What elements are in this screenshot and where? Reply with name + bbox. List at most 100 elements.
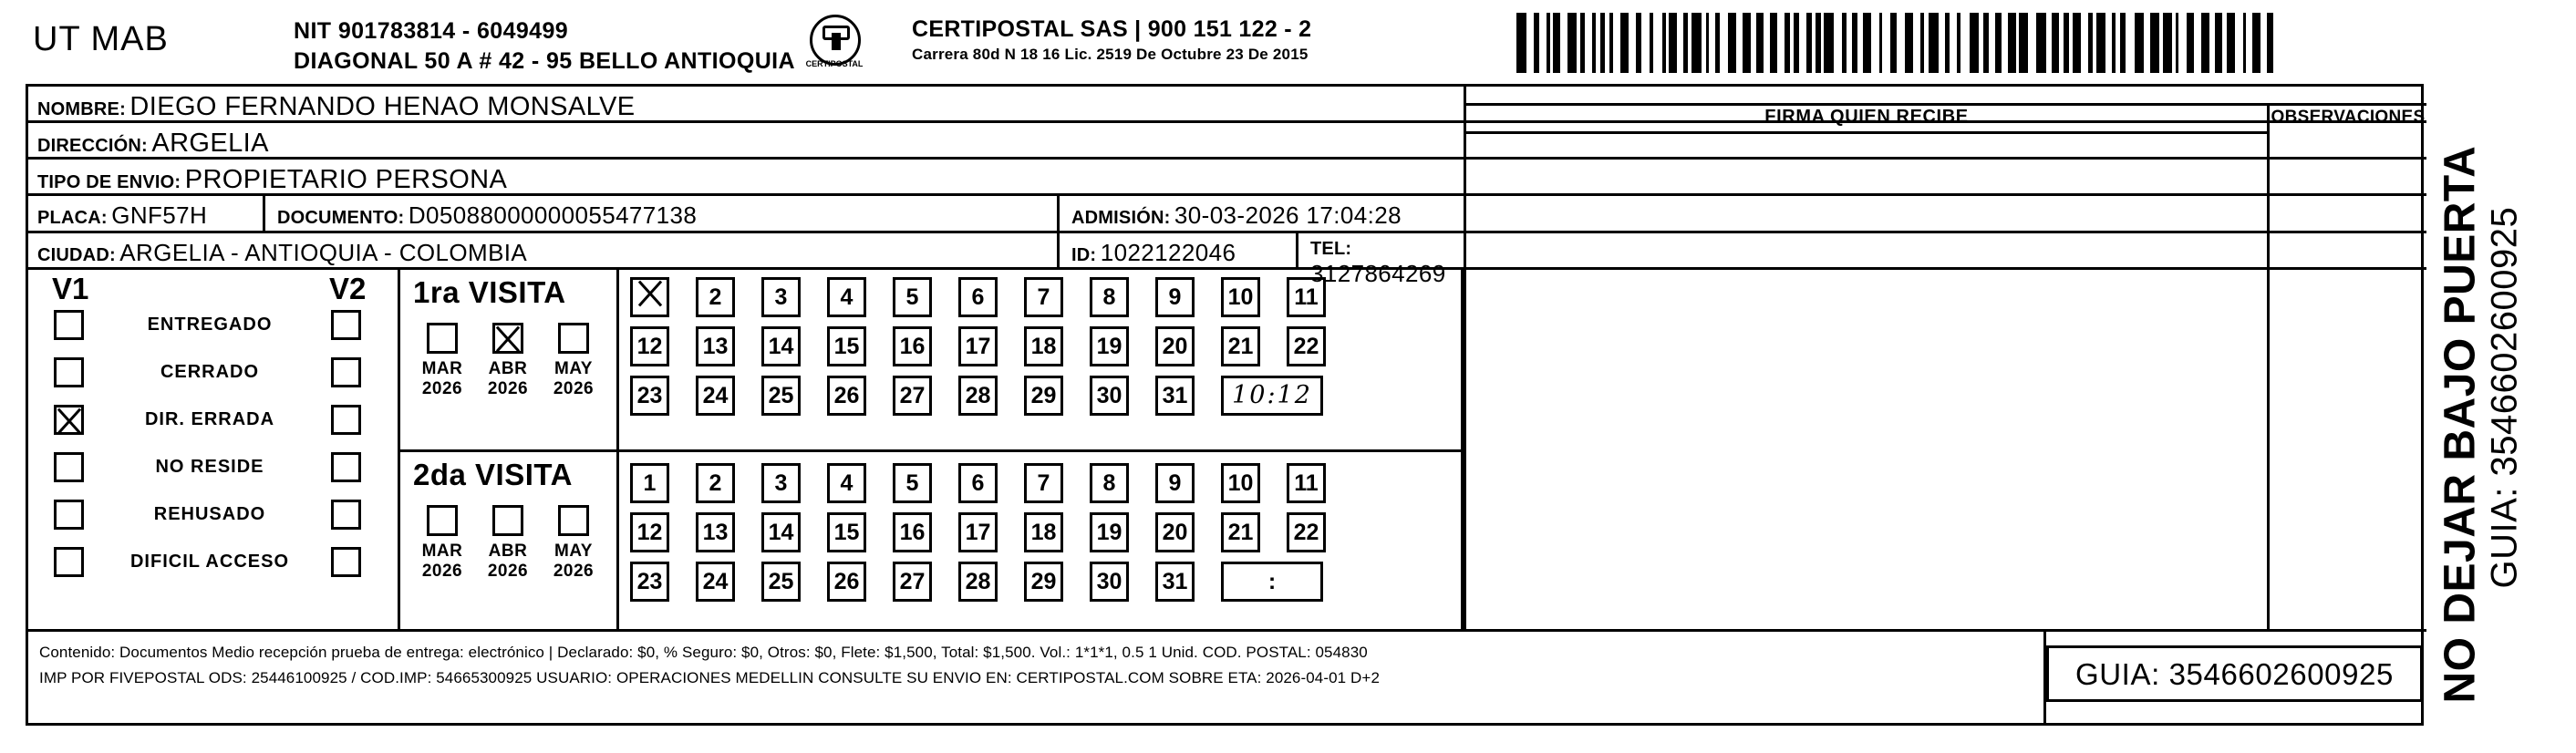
day-checkbox-21[interactable]: 21 <box>1221 326 1260 366</box>
month-checkbox-may[interactable] <box>558 323 589 354</box>
month-name: ABR <box>488 542 528 561</box>
day-checkbox-24[interactable]: 24 <box>696 562 735 602</box>
day-checkbox-11[interactable]: 11 <box>1287 277 1326 317</box>
divider <box>263 196 265 231</box>
day-checkbox-4[interactable]: 4 <box>827 463 866 503</box>
day-checkbox-16[interactable]: 16 <box>893 512 932 552</box>
day-checkbox-17[interactable]: 17 <box>958 326 998 366</box>
day-number: 7 <box>1037 284 1050 310</box>
footer-details: Contenido: Documentos Medio recepción pr… <box>28 629 2426 726</box>
day-checkbox-12[interactable]: 12 <box>630 326 669 366</box>
field-row-ciudad: CIUDAD: ARGELIA - ANTIOQUIA - COLOMBIA I… <box>28 233 2426 287</box>
day-checkbox-28[interactable]: 28 <box>958 562 998 602</box>
day-checkbox-26[interactable]: 26 <box>827 562 866 602</box>
barcode-bar <box>1863 13 1871 73</box>
field-row-nombre: NOMBRE: DIEGO FERNANDO HENAO MONSALVE <box>28 87 2426 123</box>
barcode-bar <box>1728 13 1736 73</box>
day-checkbox-9[interactable]: 9 <box>1155 463 1195 503</box>
day-checkbox-29[interactable]: 29 <box>1024 562 1063 602</box>
day-checkbox-26[interactable]: 26 <box>827 376 866 416</box>
day-checkbox-1[interactable] <box>630 277 669 317</box>
day-checkbox-9[interactable]: 9 <box>1155 277 1195 317</box>
day-checkbox-14[interactable]: 14 <box>761 512 801 552</box>
day-checkbox-22[interactable]: 22 <box>1287 326 1326 366</box>
day-checkbox-23[interactable]: 23 <box>630 562 669 602</box>
day-checkbox-31[interactable]: 31 <box>1155 562 1195 602</box>
day-checkbox-30[interactable]: 30 <box>1090 376 1129 416</box>
day-checkbox-2[interactable]: 2 <box>696 277 735 317</box>
status-checkbox-v1-cerrado[interactable] <box>54 357 84 387</box>
day-checkbox-16[interactable]: 16 <box>893 326 932 366</box>
status-checkbox-v1-dir-errada[interactable] <box>54 405 84 435</box>
day-checkbox-24[interactable]: 24 <box>696 376 735 416</box>
day-checkbox-19[interactable]: 19 <box>1090 326 1129 366</box>
barcode <box>1516 13 2278 73</box>
placa-cell: PLACA: GNF57H <box>28 196 274 239</box>
day-checkbox-10[interactable]: 10 <box>1221 277 1260 317</box>
day-checkbox-15[interactable]: 15 <box>827 326 866 366</box>
day-checkbox-7[interactable]: 7 <box>1024 463 1063 503</box>
barcode-bar <box>1794 13 1799 73</box>
day-checkbox-19[interactable]: 19 <box>1090 512 1129 552</box>
day-checkbox-22[interactable]: 22 <box>1287 512 1326 552</box>
day-checkbox-17[interactable]: 17 <box>958 512 998 552</box>
status-checkbox-v2-dir-errada[interactable] <box>331 405 361 435</box>
day-checkbox-25[interactable]: 25 <box>761 376 801 416</box>
day-checkbox-21[interactable]: 21 <box>1221 512 1260 552</box>
day-checkbox-2[interactable]: 2 <box>696 463 735 503</box>
day-checkbox-30[interactable]: 30 <box>1090 562 1129 602</box>
month-checkbox-abr[interactable] <box>492 505 523 536</box>
day-checkbox-4[interactable]: 4 <box>827 277 866 317</box>
day-checkbox-14[interactable]: 14 <box>761 326 801 366</box>
day-checkbox-12[interactable]: 12 <box>630 512 669 552</box>
day-checkbox-13[interactable]: 13 <box>696 512 735 552</box>
day-checkbox-6[interactable]: 6 <box>958 463 998 503</box>
day-checkbox-11[interactable]: 11 <box>1287 463 1326 503</box>
status-checkbox-v1-dificil-acceso[interactable] <box>54 547 84 577</box>
month-checkbox-may[interactable] <box>558 505 589 536</box>
status-checkbox-v2-no-reside[interactable] <box>331 452 361 482</box>
status-checkbox-v2-rehusado[interactable] <box>331 500 361 530</box>
day-number: 12 <box>636 520 663 545</box>
status-checkbox-v2-dificil-acceso[interactable] <box>331 547 361 577</box>
day-checkbox-10[interactable]: 10 <box>1221 463 1260 503</box>
day-checkbox-29[interactable]: 29 <box>1024 376 1063 416</box>
day-checkbox-27[interactable]: 27 <box>893 376 932 416</box>
status-checkbox-v1-no-reside[interactable] <box>54 452 84 482</box>
day-checkbox-20[interactable]: 20 <box>1155 512 1195 552</box>
day-checkbox-31[interactable]: 31 <box>1155 376 1195 416</box>
day-checkbox-27[interactable]: 27 <box>893 562 932 602</box>
day-checkbox-8[interactable]: 8 <box>1090 463 1129 503</box>
day-checkbox-25[interactable]: 25 <box>761 562 801 602</box>
observaciones-header-label: OBSERVACIONES <box>2271 108 2426 127</box>
visit-time-field[interactable]: 10:12 <box>1221 376 1323 416</box>
day-checkbox-3[interactable]: 3 <box>761 463 801 503</box>
day-checkbox-18[interactable]: 18 <box>1024 512 1063 552</box>
day-checkbox-3[interactable]: 3 <box>761 277 801 317</box>
status-checkbox-v2-entregado[interactable] <box>331 310 361 340</box>
month-checkbox-mar[interactable] <box>427 505 458 536</box>
day-number: 18 <box>1030 520 1057 545</box>
day-checkbox-20[interactable]: 20 <box>1155 326 1195 366</box>
status-checkbox-v1-entregado[interactable] <box>54 310 84 340</box>
day-checkbox-6[interactable]: 6 <box>958 277 998 317</box>
visit-time-field[interactable]: : <box>1221 562 1323 602</box>
day-checkbox-13[interactable]: 13 <box>696 326 735 366</box>
admision-value: 30-03-2026 17:04:28 <box>1174 201 1402 229</box>
day-checkbox-1[interactable]: 1 <box>630 463 669 503</box>
day-checkbox-18[interactable]: 18 <box>1024 326 1063 366</box>
day-checkbox-15[interactable]: 15 <box>827 512 866 552</box>
status-checkbox-v2-cerrado[interactable] <box>331 357 361 387</box>
month-checkbox-abr[interactable] <box>492 323 523 354</box>
day-checkbox-5[interactable]: 5 <box>893 277 932 317</box>
documento-value: D05088000000055477138 <box>408 201 698 229</box>
status-row: NO RESIDE <box>28 452 400 495</box>
month-checkbox-mar[interactable] <box>427 323 458 354</box>
day-checkbox-23[interactable]: 23 <box>630 376 669 416</box>
day-checkbox-8[interactable]: 8 <box>1090 277 1129 317</box>
day-checkbox-7[interactable]: 7 <box>1024 277 1063 317</box>
day-checkbox-5[interactable]: 5 <box>893 463 932 503</box>
status-checkbox-v1-rehusado[interactable] <box>54 500 84 530</box>
visit-title: 1ra VISITA <box>413 275 566 309</box>
day-checkbox-28[interactable]: 28 <box>958 376 998 416</box>
